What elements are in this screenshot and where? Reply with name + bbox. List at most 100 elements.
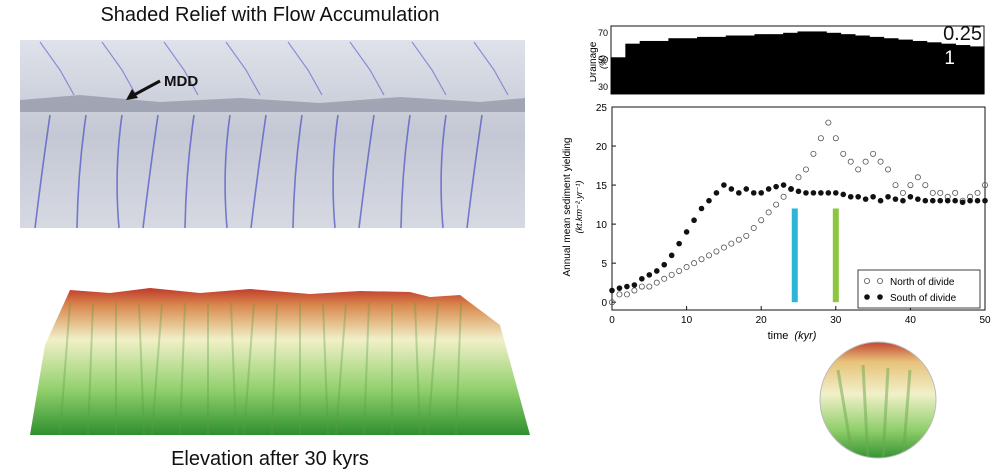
south-point	[929, 197, 936, 204]
drainage-bar	[840, 34, 856, 94]
relief-channel	[142, 114, 159, 228]
sed-yunit: (kt.km⁻².yr⁻¹)	[574, 181, 584, 234]
north-point	[907, 182, 914, 189]
relief-channel	[440, 114, 447, 228]
south-point	[818, 190, 824, 196]
terrain-valley	[427, 302, 439, 436]
south-point	[825, 190, 832, 196]
south-point	[683, 229, 690, 235]
sed-marker-bars	[791, 208, 839, 303]
relief-channel	[39, 41, 75, 96]
south-point	[907, 193, 914, 200]
south-point	[661, 261, 668, 268]
south-point	[877, 197, 884, 204]
south-point	[624, 283, 630, 290]
drainage-bar	[668, 38, 684, 94]
north-point	[743, 232, 750, 239]
drainage-bar	[639, 40, 655, 94]
sed-ytick-label: 15	[596, 181, 608, 192]
north-point	[914, 174, 921, 181]
sed-xtick-label: 0	[609, 315, 615, 326]
relief-channel	[473, 41, 509, 96]
relief-channel	[184, 114, 195, 228]
south-point	[982, 197, 988, 204]
relief-channel	[101, 41, 137, 96]
north-point	[855, 166, 862, 173]
south-point	[900, 197, 906, 204]
north-point	[840, 150, 847, 157]
drainage-bar	[897, 39, 913, 94]
north-point	[899, 189, 906, 196]
south-point	[803, 190, 809, 196]
relief-channel	[358, 114, 375, 228]
terrain-valley	[230, 302, 237, 436]
terrain-streaks	[59, 302, 462, 436]
north-point	[780, 193, 787, 200]
south-point	[944, 197, 951, 204]
south-point	[639, 275, 645, 282]
south-point	[788, 186, 794, 192]
terrain-valley	[87, 302, 94, 436]
drainage-bar	[754, 34, 770, 94]
terrain-valley	[179, 302, 186, 436]
north-point	[952, 189, 959, 196]
relief-channel	[287, 41, 323, 96]
north-point	[929, 189, 936, 196]
sed-xlabel: time (kyr)	[768, 330, 817, 342]
north-point	[623, 291, 630, 298]
green-marker-bar	[832, 208, 839, 303]
sed-ytick-label: 20	[596, 142, 608, 153]
sed-ytick-label: 10	[596, 220, 608, 231]
north-point	[646, 283, 653, 290]
north-point	[832, 135, 839, 142]
relief-escarpment	[20, 95, 525, 112]
sed-ytick-label: 0	[601, 298, 607, 309]
zoom-border	[819, 341, 937, 459]
north-point	[683, 264, 690, 271]
zoom-valleys	[836, 364, 912, 458]
terrain-valley	[455, 302, 462, 436]
north-point	[720, 244, 727, 251]
terrain-surface	[30, 288, 530, 435]
south-point	[728, 186, 735, 192]
north-point	[691, 260, 698, 267]
south-point	[765, 186, 772, 192]
north-point	[937, 189, 944, 196]
relief-channel	[349, 41, 385, 96]
south-point	[713, 190, 720, 196]
relief-channel	[332, 114, 339, 228]
terrain-valley	[414, 302, 421, 436]
north-point	[638, 283, 645, 290]
north-point	[922, 182, 929, 189]
drainage-bar	[654, 40, 669, 94]
legend-north-label: North of divide	[890, 277, 955, 288]
south-point	[609, 287, 615, 294]
legend-filled-marker-1	[864, 294, 870, 300]
drainage-ytick-label: 30	[598, 82, 608, 92]
terrain-valley	[243, 302, 255, 436]
drainage-bar	[783, 32, 799, 94]
drainage-ylabel: Drainage	[590, 41, 599, 82]
north-point	[877, 158, 884, 165]
mdd-arrowhead	[126, 89, 138, 100]
mdd-annotation: MDD	[126, 73, 198, 100]
north-point	[609, 299, 616, 306]
drainage-yunit: (%)	[598, 55, 608, 69]
drainage-bar	[711, 36, 727, 94]
north-point	[773, 201, 780, 208]
legend-open-marker-2	[876, 277, 883, 284]
sed-ytick-label: 5	[601, 259, 607, 270]
south-point	[616, 285, 623, 291]
relief-channel	[76, 114, 87, 228]
north-point	[668, 271, 675, 278]
drainage-bar	[926, 42, 942, 94]
drainage-bars	[611, 31, 985, 94]
legend-south-label: South of divide	[890, 293, 957, 304]
relief-surface	[20, 40, 525, 228]
relief-channel	[116, 114, 123, 228]
north-point	[653, 279, 660, 286]
south-point	[855, 193, 861, 200]
drainage-bar	[611, 57, 626, 94]
sed-xtick-label: 20	[756, 315, 768, 326]
drainage-bar	[740, 35, 756, 94]
